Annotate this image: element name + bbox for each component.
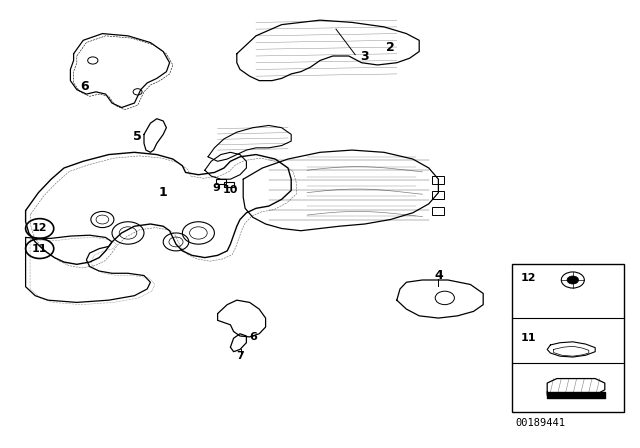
FancyBboxPatch shape — [512, 264, 624, 412]
Bar — [224, 182, 234, 187]
Bar — [432, 207, 444, 215]
Text: 11: 11 — [520, 333, 536, 343]
Text: 00189441: 00189441 — [516, 418, 566, 428]
Text: 6: 6 — [80, 79, 89, 93]
Text: 9: 9 — [212, 183, 220, 193]
Text: 12: 12 — [520, 273, 536, 283]
Bar — [216, 179, 226, 184]
Text: 4: 4 — [434, 269, 443, 282]
Text: 6: 6 — [249, 332, 257, 342]
Text: 7: 7 — [236, 351, 244, 361]
Text: 3: 3 — [360, 50, 369, 64]
Text: 2: 2 — [386, 40, 395, 54]
Text: 1: 1 — [159, 186, 168, 199]
Bar — [432, 191, 444, 199]
Text: 11: 11 — [32, 244, 47, 254]
Text: 10: 10 — [223, 185, 238, 195]
Text: 5: 5 — [133, 130, 142, 143]
Bar — [432, 176, 444, 184]
Text: 12: 12 — [32, 224, 47, 233]
Circle shape — [567, 276, 579, 284]
